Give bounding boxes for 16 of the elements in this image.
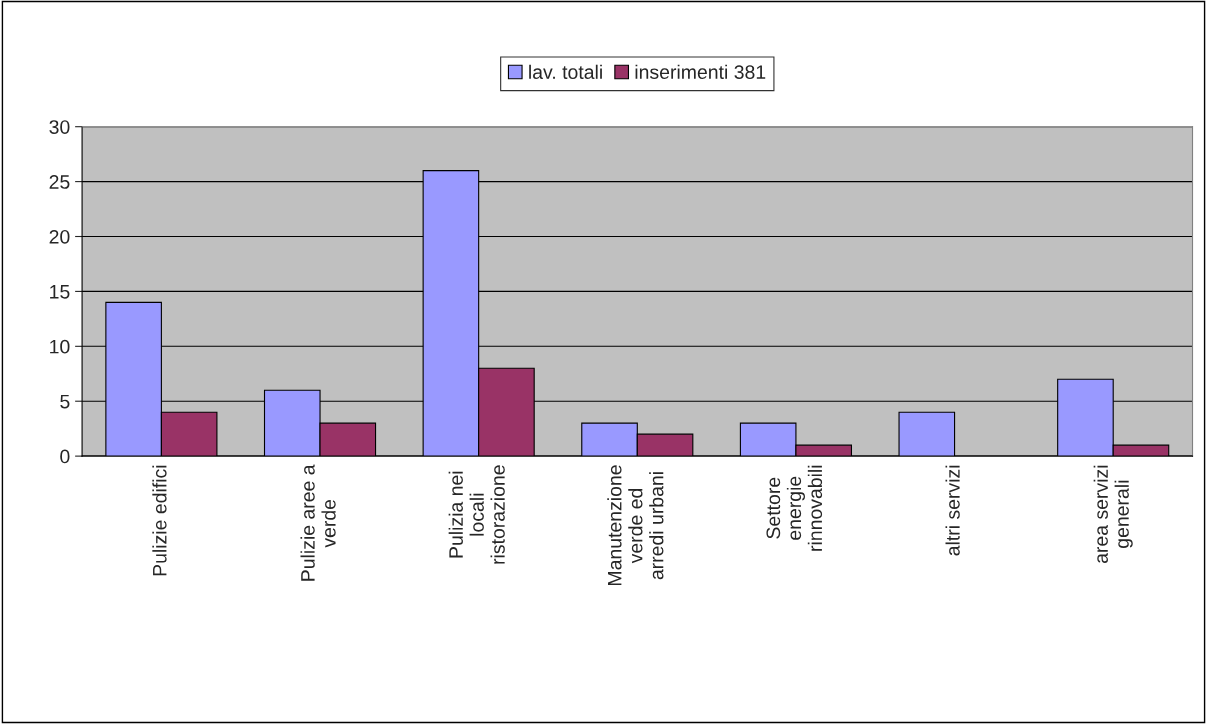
x-tick-label: altri servizi: [945, 465, 960, 556]
x-tick-label: Pulizia nei locali ristorazione: [448, 465, 505, 564]
y-tick-label: 15: [50, 285, 70, 299]
x-tick-label: Pulizie aree a verde: [300, 464, 336, 581]
y-tick-label: 30: [49, 120, 70, 134]
y-tick-label: 20: [49, 229, 70, 244]
y-tick-label: 0: [60, 449, 70, 464]
y-tick-label: 10: [50, 339, 70, 354]
x-tick-label: Settore energie rinnovabili: [766, 465, 823, 551]
x-tick-label: Pulizie edifici: [152, 465, 167, 576]
x-tick-label: Manutenzione verde ed arredi urbani: [607, 465, 664, 585]
legend-label: lav. totali: [529, 64, 602, 79]
y-tick-label: 25: [49, 175, 70, 189]
legend-label: inserimenti 381: [635, 64, 766, 79]
y-tick-label: 5: [60, 394, 70, 409]
x-tick-label: area servizi generali: [1093, 465, 1133, 564]
